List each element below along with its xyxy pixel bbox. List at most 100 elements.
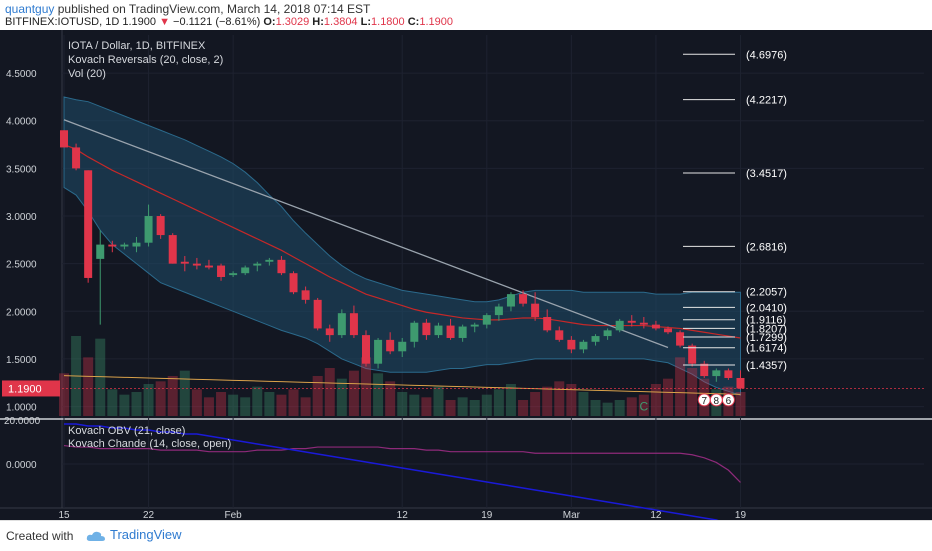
candle-body — [651, 324, 660, 329]
low-label: L: — [360, 16, 372, 28]
volume-bar — [663, 378, 673, 416]
price-chart[interactable]: (4.6976) (4.2217) (3.4517) (2.6816) (2.2057)… — [0, 30, 932, 520]
volume-bar — [614, 400, 625, 416]
footer: Created with TradingView — [0, 520, 932, 551]
volume-bar — [143, 384, 154, 416]
candle-body — [96, 244, 105, 259]
candle-body — [229, 273, 238, 276]
publish-header: quantguy published on TradingView.com, M… — [0, 0, 932, 30]
candle-body — [422, 322, 431, 336]
candle-body — [374, 339, 383, 364]
chart-area[interactable]: (4.6976) (4.2217) (3.4517) (2.6816) (2.2057)… — [0, 30, 932, 520]
volume-bar — [650, 384, 661, 416]
candle-body — [168, 235, 177, 264]
candle-body — [458, 326, 467, 338]
candle-body — [724, 370, 733, 378]
time-tick-label: 19 — [481, 510, 493, 520]
price-tick-label: 1.0000 — [6, 403, 37, 414]
open-value: 1.3029 — [275, 16, 310, 28]
close-label: C: — [407, 16, 420, 28]
lower-tick-label: 0.0000 — [6, 460, 37, 471]
candle-body — [144, 216, 153, 243]
volume-bar — [518, 400, 529, 416]
volume-bar — [530, 392, 541, 416]
volume-bar — [397, 392, 408, 416]
close-value: 1.1900 — [419, 16, 453, 28]
volume-bar — [83, 357, 94, 416]
cloud-logo-icon — [86, 531, 105, 541]
price-tick-label: 3.5000 — [6, 164, 37, 175]
price-axis-bg — [0, 30, 62, 520]
volume-bar — [361, 357, 371, 416]
candle-body — [543, 317, 552, 331]
candle-body — [494, 306, 503, 316]
down-arrow-icon: ▼ — [159, 16, 170, 28]
volume-bar — [566, 384, 577, 416]
time-tick-label: 12 — [397, 510, 409, 520]
count-marker-label: 6 — [726, 396, 732, 407]
candle-body — [180, 261, 189, 264]
high-value: 1.3804 — [323, 16, 358, 28]
candle-body — [156, 216, 165, 236]
volume-bar — [675, 357, 686, 416]
legend-volume: Vol (20) — [68, 68, 106, 80]
volume-bar — [216, 392, 227, 416]
time-tick-label: 15 — [58, 510, 70, 520]
candle-body — [337, 313, 346, 336]
volume-bar — [59, 373, 69, 416]
candle-body — [301, 290, 310, 300]
candle-body — [265, 259, 274, 262]
low-value: 1.1800 — [371, 16, 405, 28]
volume-bar — [348, 370, 359, 416]
time-tick-label: Mar — [563, 510, 581, 520]
candle-body — [386, 339, 395, 352]
candle-body — [349, 313, 358, 336]
candle-body — [627, 320, 636, 323]
candle-body — [277, 259, 286, 274]
candle-body — [72, 147, 81, 169]
candle-body — [398, 341, 407, 352]
candle-body — [446, 325, 455, 338]
fib-level-label: (2.6816) — [746, 241, 787, 253]
time-tick-label: 12 — [650, 510, 662, 520]
candle-body — [84, 170, 93, 278]
price-tick-label: 4.5000 — [6, 69, 37, 80]
volume-bar — [638, 394, 649, 416]
count-marker-label: 8 — [714, 396, 720, 407]
kovach-chande-line — [63, 444, 741, 483]
volume-bar — [288, 389, 299, 416]
author-link[interactable]: quantguy — [5, 2, 55, 16]
candle-body — [676, 332, 685, 346]
candle-body — [60, 130, 68, 148]
volume-bar — [578, 392, 589, 416]
fib-level-label: (1.6174) — [746, 343, 787, 355]
time-tick-label: Feb — [225, 510, 243, 520]
volume-ma-line — [63, 375, 741, 395]
candle-body — [470, 324, 479, 327]
volume-bar — [107, 389, 118, 416]
candle-body — [362, 335, 370, 364]
fib-level-label: (1.9116) — [746, 315, 786, 327]
volume-bar — [119, 394, 130, 416]
tradingview-link[interactable]: TradingView — [86, 527, 182, 542]
volume-bar — [433, 386, 444, 416]
price-tick-label: 3.0000 — [6, 212, 37, 223]
volume-bar — [131, 392, 142, 416]
symbol-label: BITFINEX:IOTUSD, 1D — [5, 16, 120, 28]
candle-body — [108, 244, 117, 247]
candle-body — [603, 330, 612, 337]
volume-bar — [505, 384, 516, 416]
volume-bar — [457, 397, 468, 416]
candle-body — [410, 322, 419, 342]
volume-bar — [469, 400, 480, 416]
volume-bar — [687, 368, 698, 416]
current-price-tag — [2, 380, 60, 397]
volume-bar — [554, 381, 565, 416]
candle-body — [531, 303, 540, 318]
legend-kovach-chande: Kovach Chande (14, close, open) — [68, 438, 232, 450]
symbol-line: BITFINEX:IOTUSD, 1D 1.1900 ▼ −0.1121 (−8… — [5, 16, 453, 28]
publish-line: quantguy published on TradingView.com, M… — [5, 2, 370, 16]
moving-average-line — [63, 144, 741, 339]
price-tick-label: 2.0000 — [6, 307, 37, 318]
candle-body — [712, 370, 721, 377]
